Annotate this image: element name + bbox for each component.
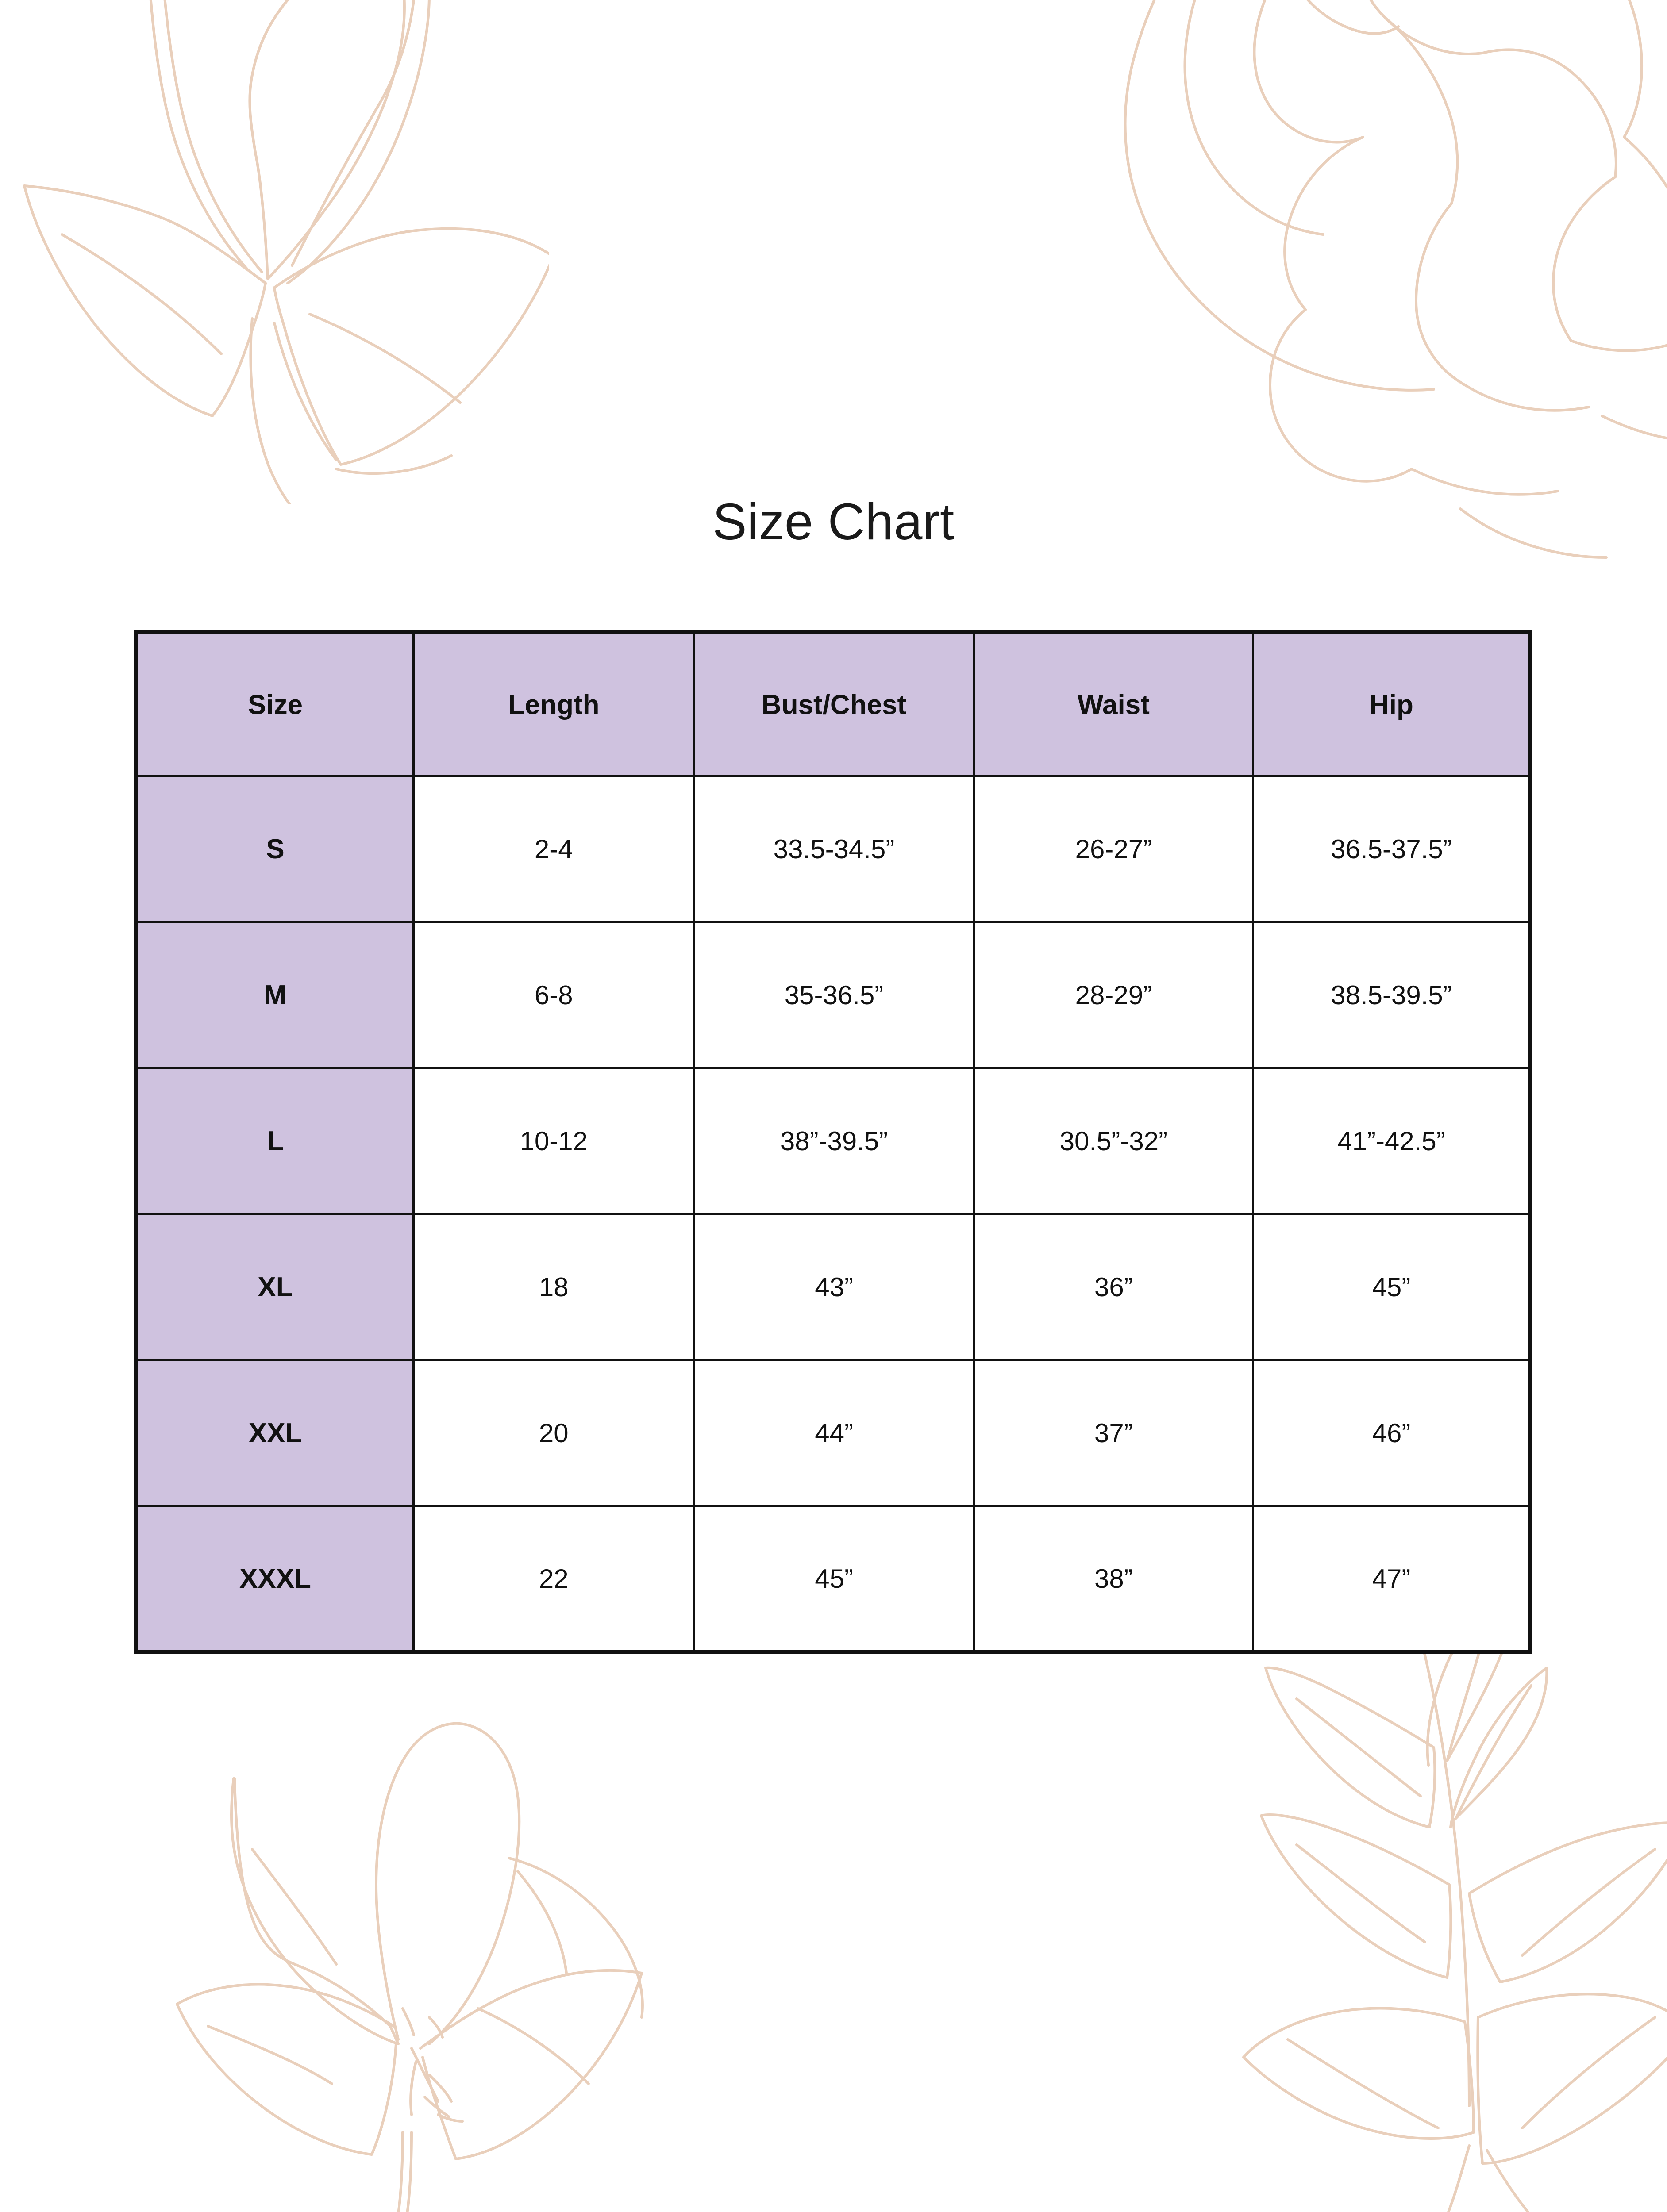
size-chart-table-container: Size Length Bust/Chest Waist Hip S 2-4 3… [134, 630, 1532, 1654]
column-header-size: Size [135, 631, 415, 777]
column-header-bust-chest: Bust/Chest [693, 631, 975, 777]
cell-size: S [135, 775, 415, 923]
table-row: L 10-12 38”-39.5” 30.5”-32” 41”-42.5” [135, 1067, 1532, 1215]
cell-size: XL [135, 1213, 415, 1361]
table-row: XL 18 43” 36” 45” [135, 1213, 1532, 1361]
cell-size: XXXL [135, 1505, 415, 1653]
alstroemeria-flower-line-art-icon [119, 1637, 704, 2212]
cell-hip: 46” [1251, 1359, 1532, 1507]
page-title: Size Chart [712, 492, 955, 550]
cell-hip: 41”-42.5” [1251, 1067, 1532, 1215]
cell-size: L [135, 1067, 415, 1215]
table-row: XXXL 22 45” 38” 47” [135, 1505, 1532, 1653]
cell-size: XXL [135, 1359, 415, 1507]
cell-bust: 44” [693, 1359, 975, 1507]
cell-bust: 43” [693, 1213, 975, 1361]
cell-hip: 47” [1251, 1505, 1532, 1653]
cell-waist: 28-29” [973, 921, 1254, 1069]
cell-waist: 26-27” [973, 775, 1254, 923]
size-chart-table: Size Length Bust/Chest Waist Hip S 2-4 3… [134, 630, 1532, 1654]
table-row: M 6-8 35-36.5” 28-29” 38.5-39.5” [135, 921, 1532, 1069]
cell-length: 6-8 [412, 921, 695, 1069]
cell-waist: 36” [973, 1213, 1254, 1361]
leaf-branch-line-art-icon [1186, 1575, 1667, 2212]
cell-bust: 45” [693, 1505, 975, 1653]
magnolia-flower-line-art-icon [0, 0, 549, 504]
cell-bust: 38”-39.5” [693, 1067, 975, 1215]
cell-length: 22 [412, 1505, 695, 1653]
cell-bust: 33.5-34.5” [693, 775, 975, 923]
table-row: XXL 20 44” 37” 46” [135, 1359, 1532, 1507]
cell-length: 10-12 [412, 1067, 695, 1215]
cell-length: 18 [412, 1213, 695, 1361]
cell-hip: 36.5-37.5” [1251, 775, 1532, 923]
cell-waist: 38” [973, 1505, 1254, 1653]
cell-waist: 30.5”-32” [973, 1067, 1254, 1215]
cell-waist: 37” [973, 1359, 1254, 1507]
cell-hip: 38.5-39.5” [1251, 921, 1532, 1069]
column-header-length: Length [412, 631, 695, 777]
table-header-row: Size Length Bust/Chest Waist Hip [135, 631, 1532, 777]
cell-size: M [135, 921, 415, 1069]
cell-bust: 35-36.5” [693, 921, 975, 1069]
cell-length: 2-4 [412, 775, 695, 923]
cell-length: 20 [412, 1359, 695, 1507]
cell-hip: 45” [1251, 1213, 1532, 1361]
column-header-waist: Waist [973, 631, 1254, 777]
table-row: S 2-4 33.5-34.5” 26-27” 36.5-37.5” [135, 775, 1532, 923]
column-header-hip: Hip [1251, 631, 1532, 777]
